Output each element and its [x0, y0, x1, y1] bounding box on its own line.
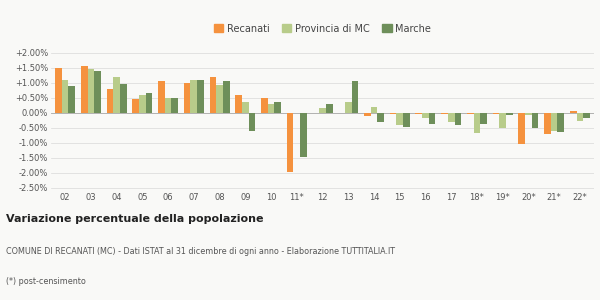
Bar [68, 85, 75, 112]
Bar [429, 112, 436, 124]
Bar [389, 112, 397, 114]
Bar [525, 112, 532, 115]
Bar [345, 102, 352, 112]
Bar [403, 112, 410, 127]
Bar [216, 85, 223, 112]
Bar [326, 104, 332, 112]
Bar [146, 93, 152, 112]
Bar [499, 112, 506, 128]
Bar [242, 102, 248, 112]
Bar [209, 77, 216, 112]
Bar [583, 112, 590, 118]
Bar [518, 112, 525, 144]
Bar [441, 112, 448, 114]
Bar [248, 112, 256, 130]
Bar [139, 95, 146, 112]
Bar [268, 104, 274, 112]
Bar [300, 112, 307, 157]
Text: Variazione percentuale della popolazione: Variazione percentuale della popolazione [6, 214, 263, 224]
Bar [397, 112, 403, 125]
Bar [415, 112, 422, 114]
Bar [422, 112, 429, 118]
Bar [197, 80, 204, 112]
Bar [120, 84, 127, 112]
Bar [570, 111, 577, 112]
Bar [113, 76, 120, 112]
Bar [261, 98, 268, 112]
Bar [467, 112, 473, 114]
Text: (*) post-censimento: (*) post-censimento [6, 278, 86, 286]
Bar [352, 81, 358, 112]
Bar [532, 112, 538, 128]
Bar [448, 112, 455, 122]
Bar [319, 108, 326, 112]
Bar [371, 107, 377, 112]
Bar [473, 112, 480, 133]
Bar [81, 66, 88, 112]
Bar [94, 71, 101, 112]
Bar [493, 112, 499, 114]
Bar [88, 69, 94, 112]
Bar [480, 112, 487, 124]
Bar [274, 102, 281, 112]
Bar [55, 68, 62, 112]
Bar [551, 112, 557, 130]
Bar [172, 98, 178, 112]
Bar [223, 81, 230, 112]
Bar [133, 99, 139, 112]
Bar [190, 80, 197, 112]
Bar [287, 112, 293, 172]
Bar [557, 112, 564, 132]
Bar [377, 112, 384, 122]
Bar [544, 112, 551, 134]
Bar [165, 98, 172, 112]
Bar [364, 112, 371, 116]
Bar [455, 112, 461, 124]
Bar [235, 94, 242, 112]
Bar [158, 81, 165, 112]
Legend: Recanati, Provincia di MC, Marche: Recanati, Provincia di MC, Marche [210, 20, 435, 38]
Bar [293, 112, 300, 113]
Bar [184, 82, 190, 112]
Text: COMUNE DI RECANATI (MC) - Dati ISTAT al 31 dicembre di ogni anno - Elaborazione : COMUNE DI RECANATI (MC) - Dati ISTAT al … [6, 248, 395, 256]
Bar [107, 88, 113, 112]
Bar [506, 112, 512, 115]
Bar [577, 112, 583, 121]
Bar [62, 80, 68, 112]
